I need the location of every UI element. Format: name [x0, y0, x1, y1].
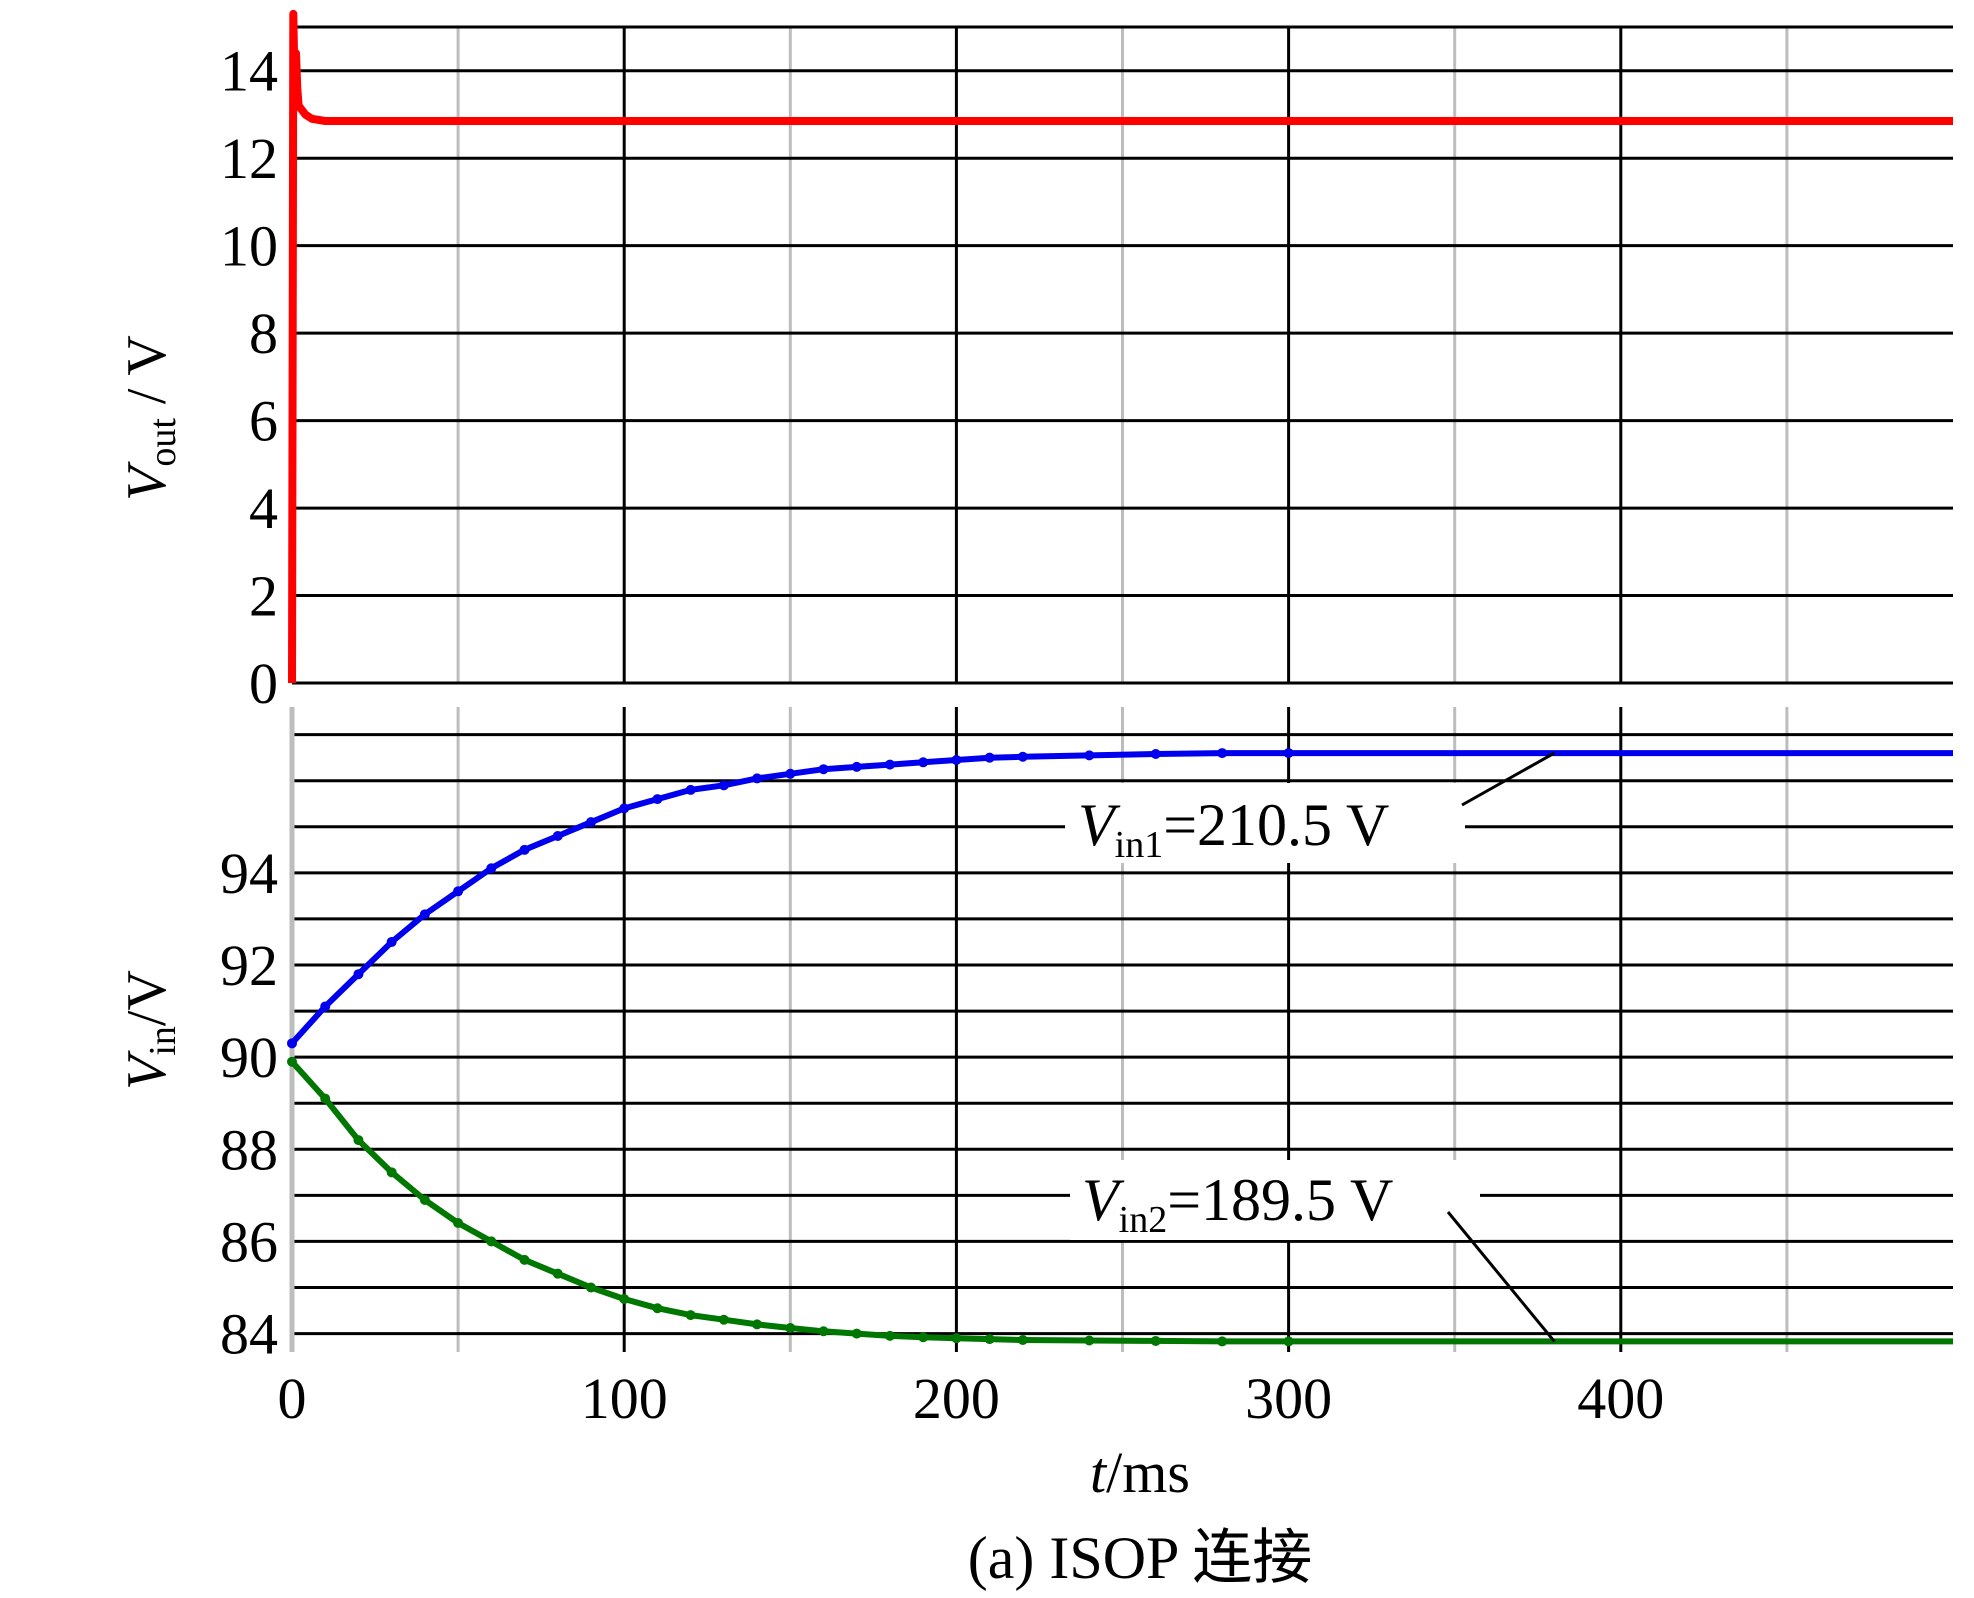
x-tick-label: 400 — [1577, 1366, 1664, 1431]
bottom-grid — [289, 707, 1953, 1352]
series-point — [951, 1333, 962, 1344]
y-tick-label: 84 — [220, 1302, 278, 1367]
y-tick-label: 4 — [249, 476, 278, 541]
top-y-tick-labels: 0 2 4 6 8 10 12 14 — [220, 39, 278, 716]
vin1-leader-line — [1461, 751, 1556, 807]
series-point — [884, 759, 895, 770]
y-tick-label: 14 — [220, 39, 278, 104]
series-point — [818, 764, 829, 775]
series-point — [718, 1314, 729, 1325]
series-point — [519, 1254, 530, 1265]
y-tick-label: 0 — [249, 651, 278, 716]
series-point — [353, 969, 364, 980]
series-point — [1017, 751, 1028, 762]
series-point — [918, 757, 929, 768]
series-point — [851, 761, 862, 772]
series-point — [1150, 748, 1161, 759]
series-point — [984, 1334, 995, 1345]
x-tick-labels: 0 100 200 300 400 — [278, 1366, 1665, 1431]
y-tick-label: 6 — [249, 389, 278, 454]
y-tick-label: 10 — [220, 214, 278, 279]
series-point — [752, 773, 763, 784]
series-point — [419, 909, 430, 920]
top-grid — [289, 25, 1953, 685]
series-point — [585, 817, 596, 828]
figure-caption: (a) ISOP 连接 — [968, 1525, 1312, 1591]
series-point — [1217, 748, 1228, 759]
y-tick-label: 90 — [220, 1025, 278, 1090]
series-point — [1150, 1335, 1161, 1346]
x-tick-label: 200 — [913, 1366, 1000, 1431]
series-point — [785, 768, 796, 779]
vin1-annotation: Vin1=210.5 V — [1065, 751, 1556, 866]
y-tick-label: 12 — [220, 126, 278, 191]
series-point — [320, 1093, 331, 1104]
series-point — [585, 1282, 596, 1293]
series-point — [320, 1001, 331, 1012]
series-point — [685, 1310, 696, 1321]
series-point — [652, 1303, 663, 1314]
series-point — [1283, 748, 1294, 759]
series-point — [984, 752, 995, 763]
series-point — [1217, 1336, 1228, 1347]
series-point — [785, 1323, 796, 1334]
series-point — [552, 831, 563, 841]
series-point — [1084, 750, 1095, 761]
series-point — [453, 886, 464, 897]
bottom-y-axis-label: Vin/V — [116, 970, 184, 1090]
series-point — [718, 780, 729, 791]
vin2-label-backdrop — [1070, 1160, 1480, 1240]
series-point — [386, 1167, 397, 1178]
vin1-label: Vin1=210.5 V — [1078, 792, 1389, 866]
series-point — [685, 784, 696, 795]
series-point — [752, 1319, 763, 1330]
series-point — [1283, 1336, 1294, 1347]
series-point — [951, 754, 962, 765]
y-tick-label: 92 — [220, 933, 278, 998]
vin2-annotation: Vin2=189.5 V — [1070, 1160, 1556, 1343]
series-point — [386, 936, 397, 947]
input-voltage-panel: 84 86 88 90 92 94 0 100 200 300 400 Vin/V Vin1=21… — [116, 707, 1953, 1505]
x-axis-label: t/ms — [1090, 1440, 1190, 1505]
series-point — [884, 1330, 895, 1341]
y-tick-label: 88 — [220, 1117, 278, 1182]
series-point — [1017, 1335, 1028, 1346]
vin1-label-backdrop — [1065, 783, 1465, 863]
x-tick-label: 0 — [278, 1366, 307, 1431]
y-tick-label: 94 — [220, 841, 278, 906]
bottom-series — [287, 748, 1953, 1347]
series-point — [851, 1328, 862, 1339]
series-point — [353, 1135, 364, 1146]
x-tick-label: 100 — [581, 1366, 668, 1431]
top-series — [288, 9, 1953, 684]
series-point — [619, 1294, 630, 1305]
series-point — [287, 1056, 297, 1067]
top-y-axis-label: Vout / V — [116, 335, 184, 501]
series-point — [652, 794, 663, 805]
series-point — [818, 1326, 829, 1337]
x-tick-label: 300 — [1245, 1366, 1332, 1431]
y-tick-label: 86 — [220, 1209, 278, 1274]
series-line-1 — [288, 9, 1953, 684]
vin2-leader-line — [1446, 1211, 1556, 1343]
series-point — [419, 1194, 430, 1205]
bottom-y-tick-labels: 84 86 88 90 92 94 — [220, 841, 278, 1367]
series-point — [486, 863, 497, 874]
series-point — [918, 1332, 929, 1343]
series-point — [287, 1038, 297, 1049]
series-point — [552, 1268, 563, 1279]
y-tick-label: 8 — [249, 301, 278, 366]
series-point — [486, 1236, 497, 1247]
vin2-label: Vin2=189.5 V — [1082, 1167, 1393, 1241]
series-point — [453, 1218, 464, 1228]
y-tick-label: 2 — [249, 564, 278, 629]
output-voltage-panel: 0 2 4 6 8 10 12 14 Vout / V — [116, 9, 1953, 716]
series-point — [519, 844, 530, 855]
series-point — [1084, 1335, 1095, 1346]
series-point — [619, 803, 630, 814]
